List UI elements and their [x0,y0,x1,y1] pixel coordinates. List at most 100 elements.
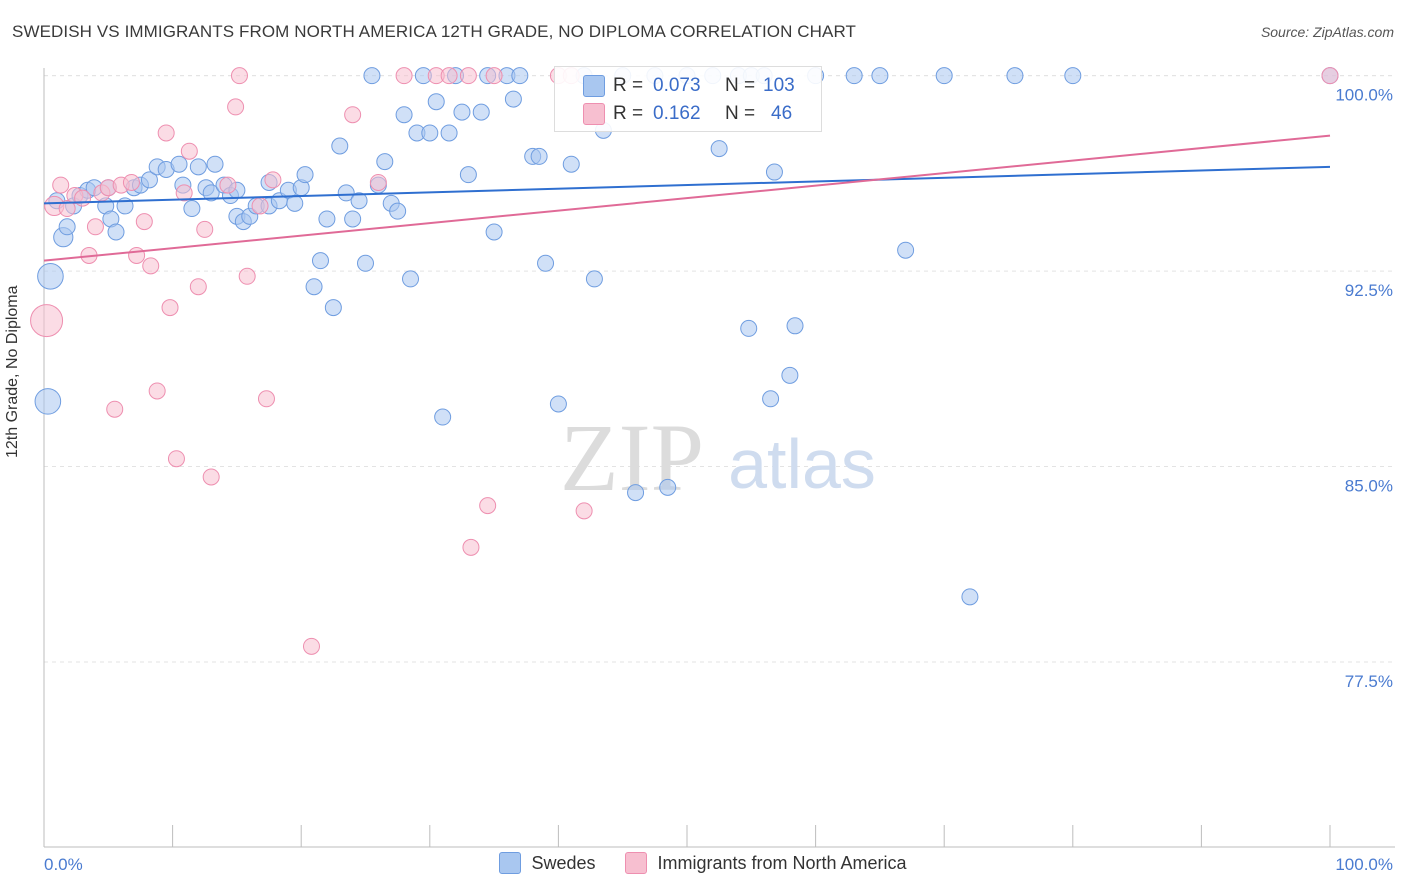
immigrants-point [142,257,160,275]
y-tick-label: 77.5% [1345,672,1393,691]
swedes-point [562,155,580,173]
swedes-point [286,194,304,212]
immigrants-point [202,468,220,486]
immigrants-point [264,171,282,189]
swedes-point [472,103,490,121]
swedes-point [897,241,915,259]
grid-lines [44,75,1395,663]
swedes-point [305,278,323,296]
immigrants-point [344,106,362,124]
swedes-point [427,93,445,111]
swedes-point [786,317,804,335]
immigrants-point [148,382,166,400]
immigrants-point [106,400,124,418]
swedes-legend-swatch [499,852,522,874]
immigrants-point [128,246,146,264]
swedes-point [34,388,62,415]
swedes-point [58,218,76,236]
legend-item-immigrants[interactable]: Immigrants from North America [625,852,907,874]
swedes-point [318,210,336,228]
swedes-point [659,478,677,496]
swedes-point [363,67,381,85]
swedes-point [37,262,64,290]
watermark: ZIP atlas [560,404,876,511]
n-label: N = [725,103,756,124]
swedes-point [1064,67,1082,85]
swedes-point [710,140,728,158]
swedes-point [530,147,548,165]
swedes-point [344,210,362,228]
immigrants-point [462,538,480,556]
swedes-n-value: 103 [763,75,795,96]
immigrants-point [485,67,503,85]
data-points [30,67,1339,655]
swedes-point [296,166,314,184]
immigrants-point [230,67,248,85]
swedes-point [350,192,368,210]
immigrants-point [157,124,175,142]
immigrants-legend-label: Immigrants from North America [657,852,907,873]
legend-item-swedes[interactable]: Swedes [499,852,595,874]
source-label: Source: ZipAtlas.com [1260,24,1394,40]
swedes-point [324,299,342,317]
immigrants-point [30,304,64,338]
swedes-point [765,163,783,181]
immigrants-swatch [583,103,605,125]
swedes-point [357,254,374,272]
swedes-point [170,155,188,173]
swedes-point [549,395,567,413]
swedes-point [395,106,413,124]
swedes-point [1006,67,1024,85]
n-label: N = [725,75,756,96]
y-tick-label: 100.0% [1335,86,1393,105]
swedes-point [740,319,758,337]
immigrants-point [74,189,92,207]
swedes-point [140,171,158,189]
tick-labels: 77.5% 85.0% 92.5% 100.0% 0.0% 100.0% [44,86,1393,874]
immigrants-point [440,67,458,85]
immigrants-point [227,98,245,116]
immigrants-point [395,67,413,85]
swedes-point [421,124,439,142]
watermark-atlas: atlas [728,425,876,503]
swedes-point [189,158,207,176]
immigrants-point [369,173,387,191]
swedes-point [504,90,522,108]
swedes-point [537,254,555,272]
immigrants-point [86,218,104,236]
trend-lines [43,134,1331,262]
swedes-point [585,270,603,288]
immigrants-point [167,450,185,468]
immigrants-point [161,299,179,317]
swedes-r-value: 0.073 [653,75,701,96]
r-label: R = [613,75,644,96]
immigrants-point [219,176,237,194]
immigrants-point [135,213,153,231]
y-tick-label: 92.5% [1345,281,1393,300]
swedes-point [311,252,329,270]
swedes-point [376,153,394,171]
immigrants-point [180,142,198,160]
immigrants-n-value: 46 [771,103,793,124]
immigrants-point [302,637,320,655]
immigrants-point [251,197,269,215]
swedes-point [485,223,503,241]
swedes-point [202,184,220,202]
swedes-point [961,588,979,606]
immigrants-point [58,200,76,218]
immigrants-point [459,67,477,85]
immigrants-point [175,184,193,202]
swedes-point [511,67,529,85]
swedes-point [206,155,224,173]
x-tick-label: 100.0% [1335,855,1393,874]
swedes-point [627,484,645,502]
chart-title: SWEDISH VS IMMIGRANTS FROM NORTH AMERICA… [12,22,857,41]
swedes-point [845,67,863,85]
immigrants-point [575,502,593,520]
swedes-trend-line [43,165,1331,205]
immigrants-point [1321,67,1339,85]
stats-box: R = 0.073 N = 103 R = 0.162 N = 46 [554,66,822,132]
swedes-point [434,408,452,426]
immigrants-point [196,220,214,238]
